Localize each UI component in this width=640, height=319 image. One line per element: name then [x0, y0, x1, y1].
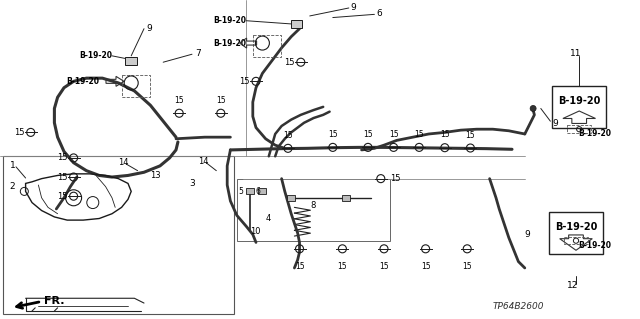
- Text: 15: 15: [388, 130, 399, 139]
- Text: 15: 15: [414, 130, 424, 139]
- Text: 7: 7: [195, 49, 201, 58]
- Text: 13: 13: [150, 171, 161, 180]
- Text: 2: 2: [10, 182, 15, 191]
- Text: 14: 14: [118, 158, 129, 167]
- Text: 15: 15: [379, 262, 389, 271]
- Bar: [246, 189, 253, 194]
- Text: 15: 15: [283, 131, 293, 140]
- Text: 5: 5: [238, 187, 243, 196]
- Text: 15: 15: [465, 131, 476, 140]
- Text: 15: 15: [440, 130, 450, 139]
- Text: 9: 9: [146, 24, 152, 33]
- Bar: [342, 195, 349, 201]
- Text: TP64B2600: TP64B2600: [493, 302, 544, 311]
- Bar: [253, 35, 281, 57]
- Text: 6: 6: [256, 187, 261, 196]
- Text: B-19-20: B-19-20: [555, 222, 597, 232]
- Text: 15: 15: [57, 192, 67, 201]
- Text: 15: 15: [14, 128, 24, 137]
- Text: 15: 15: [174, 96, 184, 105]
- Text: B-19-20: B-19-20: [79, 51, 112, 60]
- Bar: [549, 212, 604, 254]
- Text: 9: 9: [525, 230, 531, 239]
- Text: 4: 4: [266, 214, 271, 223]
- Text: B-19-20: B-19-20: [66, 77, 99, 86]
- Text: 9: 9: [552, 119, 558, 128]
- Bar: [552, 86, 607, 128]
- Bar: [125, 56, 137, 65]
- Text: 15: 15: [420, 262, 431, 271]
- Text: 15: 15: [239, 77, 250, 86]
- Text: 3: 3: [189, 179, 195, 188]
- Text: 12: 12: [567, 281, 579, 290]
- Text: 10: 10: [250, 227, 260, 236]
- Text: 9: 9: [351, 3, 356, 12]
- Text: 6: 6: [376, 9, 382, 18]
- Bar: [237, 179, 390, 241]
- Bar: [122, 75, 150, 97]
- Text: 15: 15: [328, 130, 338, 139]
- Text: 15: 15: [462, 262, 472, 271]
- Text: B-19-20: B-19-20: [578, 241, 611, 250]
- Text: 1: 1: [10, 161, 15, 170]
- Text: 15: 15: [57, 173, 67, 182]
- Bar: [287, 195, 295, 201]
- Text: 15: 15: [284, 58, 294, 67]
- Text: 15: 15: [337, 262, 348, 271]
- Text: FR.: FR.: [44, 296, 64, 307]
- Text: 15: 15: [363, 130, 373, 139]
- Bar: [564, 237, 588, 244]
- Text: 14: 14: [198, 157, 209, 166]
- Text: B-19-20: B-19-20: [213, 16, 246, 25]
- Text: 11: 11: [570, 49, 582, 58]
- Text: 15: 15: [294, 262, 305, 271]
- Circle shape: [530, 106, 536, 111]
- Text: B-19-20: B-19-20: [578, 130, 611, 138]
- Text: 15: 15: [216, 96, 226, 105]
- Bar: [567, 125, 591, 133]
- Text: 8: 8: [310, 201, 316, 210]
- Text: 15: 15: [390, 174, 401, 183]
- Text: B-19-20: B-19-20: [558, 96, 600, 106]
- Bar: [291, 20, 301, 28]
- Bar: [3, 156, 234, 314]
- Text: 15: 15: [57, 153, 67, 162]
- Bar: [259, 189, 266, 194]
- Text: B-19-20: B-19-20: [213, 39, 246, 48]
